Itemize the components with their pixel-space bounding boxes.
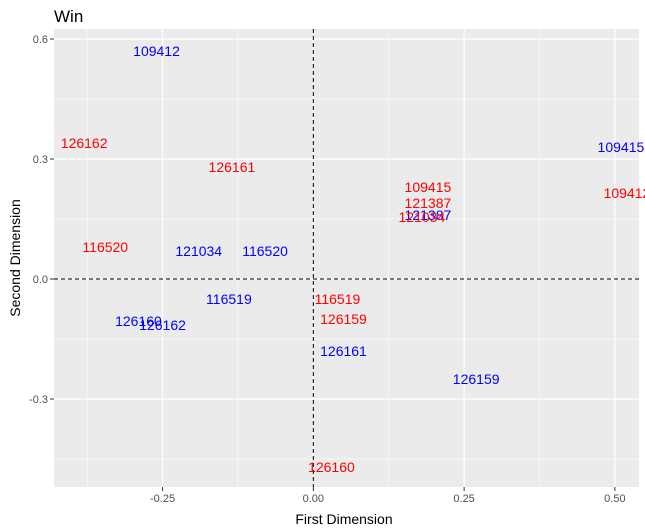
point-label: 126162 [139, 317, 186, 333]
y-axis-label: Second Dimension [7, 199, 23, 317]
point-label: 116519 [206, 291, 252, 307]
y-tick-label: 0.6 [33, 34, 48, 46]
reference-lines [54, 29, 639, 487]
point-label: 126159 [320, 311, 367, 327]
point-label: 121387 [405, 207, 452, 223]
chart-title: Win [54, 7, 83, 26]
point-label: 126159 [453, 371, 500, 387]
y-tick-label: 0.0 [33, 274, 48, 286]
point-label: 121034 [175, 243, 222, 259]
x-axis: -0.25 0.00 0.25 0.50 [150, 487, 626, 505]
x-tick-label: 0.50 [604, 493, 625, 505]
point-label: 126161 [320, 343, 367, 359]
y-axis: -0.3 0.0 0.3 0.6 [29, 34, 54, 406]
point-label: 126160 [115, 313, 162, 329]
point-label: 126161 [209, 159, 256, 175]
point-label: 109412 [133, 43, 180, 59]
y-tick-label: 0.3 [33, 154, 48, 166]
x-tick-label: 0.25 [453, 493, 474, 505]
point-label: 109415 [598, 139, 645, 155]
point-label: 126160 [308, 459, 355, 475]
x-tick-label: 0.00 [303, 493, 324, 505]
y-tick-label: -0.3 [29, 394, 48, 406]
minor-grid [54, 29, 639, 487]
point-label: 116519 [315, 291, 361, 307]
point-label: 109412 [604, 185, 645, 201]
point-label: 109415 [405, 179, 452, 195]
point-label: 121387 [405, 195, 452, 211]
point-label: 121034 [399, 209, 446, 225]
point-label: 126162 [61, 135, 108, 151]
point-label: 116520 [82, 239, 128, 255]
x-tick-label: -0.25 [150, 493, 175, 505]
x-axis-label: First Dimension [295, 511, 392, 527]
point-label: 116520 [242, 243, 288, 259]
plot-panel [54, 29, 639, 487]
